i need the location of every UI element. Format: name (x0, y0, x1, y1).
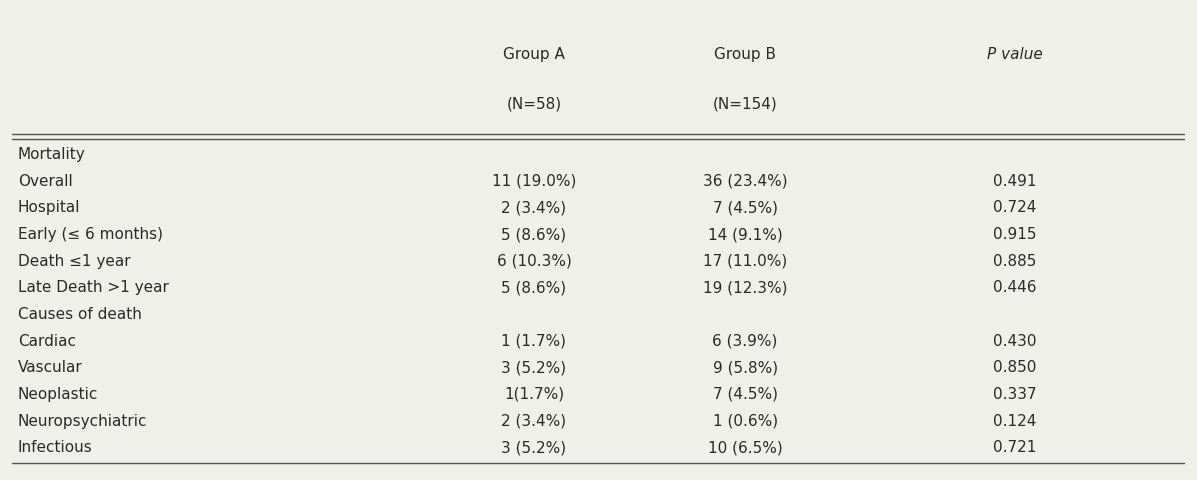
Text: Causes of death: Causes of death (18, 307, 141, 322)
Text: Overall: Overall (18, 174, 73, 189)
Text: Cardiac: Cardiac (18, 334, 75, 348)
Text: 0.915: 0.915 (994, 227, 1037, 242)
Text: 7 (4.5%): 7 (4.5%) (712, 387, 778, 402)
Text: 0.721: 0.721 (994, 440, 1037, 455)
Text: (N=154): (N=154) (712, 96, 778, 111)
Text: 17 (11.0%): 17 (11.0%) (703, 253, 788, 269)
Text: 0.491: 0.491 (994, 174, 1037, 189)
Text: 2 (3.4%): 2 (3.4%) (502, 414, 566, 429)
Text: 0.124: 0.124 (994, 414, 1037, 429)
Text: 0.724: 0.724 (994, 200, 1037, 216)
Text: 36 (23.4%): 36 (23.4%) (703, 174, 788, 189)
Text: Neoplastic: Neoplastic (18, 387, 98, 402)
Text: 9 (5.8%): 9 (5.8%) (712, 360, 778, 375)
Text: 1 (1.7%): 1 (1.7%) (502, 334, 566, 348)
Text: 2 (3.4%): 2 (3.4%) (502, 200, 566, 216)
Text: 0.446: 0.446 (994, 280, 1037, 295)
Text: Death ≤1 year: Death ≤1 year (18, 253, 130, 269)
Text: Group A: Group A (503, 47, 565, 62)
Text: 0.885: 0.885 (994, 253, 1037, 269)
Text: 14 (9.1%): 14 (9.1%) (707, 227, 783, 242)
Text: Group B: Group B (715, 47, 776, 62)
Text: 5 (8.6%): 5 (8.6%) (502, 227, 566, 242)
Text: Late Death >1 year: Late Death >1 year (18, 280, 169, 295)
Text: P value: P value (988, 47, 1043, 62)
Text: 6 (3.9%): 6 (3.9%) (712, 334, 778, 348)
Text: Hospital: Hospital (18, 200, 80, 216)
Text: 5 (8.6%): 5 (8.6%) (502, 280, 566, 295)
Text: (N=58): (N=58) (506, 96, 561, 111)
Text: 11 (19.0%): 11 (19.0%) (492, 174, 576, 189)
Text: 10 (6.5%): 10 (6.5%) (707, 440, 783, 455)
Text: 3 (5.2%): 3 (5.2%) (502, 440, 566, 455)
Text: 0.337: 0.337 (994, 387, 1037, 402)
Text: 3 (5.2%): 3 (5.2%) (502, 360, 566, 375)
Text: 19 (12.3%): 19 (12.3%) (703, 280, 788, 295)
Text: Vascular: Vascular (18, 360, 83, 375)
Text: 0.850: 0.850 (994, 360, 1037, 375)
Text: Mortality: Mortality (18, 147, 85, 162)
Text: 0.430: 0.430 (994, 334, 1037, 348)
Text: 1(1.7%): 1(1.7%) (504, 387, 564, 402)
Text: 7 (4.5%): 7 (4.5%) (712, 200, 778, 216)
Text: 6 (10.3%): 6 (10.3%) (497, 253, 571, 269)
Text: Early (≤ 6 months): Early (≤ 6 months) (18, 227, 163, 242)
Text: Infectious: Infectious (18, 440, 92, 455)
Text: Neuropsychiatric: Neuropsychiatric (18, 414, 147, 429)
Text: 1 (0.6%): 1 (0.6%) (712, 414, 778, 429)
